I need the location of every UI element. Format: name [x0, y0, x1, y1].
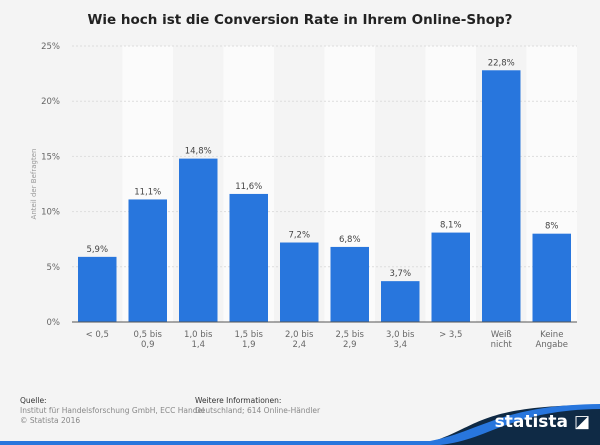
y-tick-label: 0% — [47, 318, 61, 328]
y-tick-label: 10% — [41, 208, 60, 218]
y-axis-label: Anteil der Befragten — [30, 149, 38, 220]
x-tick-label: 0,5 bis — [134, 330, 163, 340]
y-tick-label: 5% — [47, 263, 61, 273]
statista-icon: ◪ — [573, 412, 590, 432]
y-tick-label: 20% — [41, 97, 60, 107]
x-tick-label: 0,9 — [141, 340, 155, 350]
chart-title: Wie hoch ist die Conversion Rate in Ihre… — [87, 12, 513, 28]
info-heading: Weitere Informationen: — [195, 396, 282, 405]
x-tick-label: 2,9 — [343, 340, 357, 350]
data-label: 14,8% — [185, 147, 212, 157]
x-tick-label: 1,9 — [242, 340, 256, 350]
bar — [229, 193, 268, 322]
bar — [128, 199, 167, 322]
source-text: Institut für Handelsforschung GmbH, ECC … — [20, 406, 205, 415]
bar — [381, 281, 420, 322]
bar — [280, 242, 319, 322]
data-label: 8,1% — [440, 221, 462, 231]
x-tick-label: 3,0 bis — [386, 330, 415, 340]
x-tick-label: 1,4 — [191, 340, 205, 350]
x-tick-label: > 3,5 — [439, 330, 462, 340]
y-tick-label: 25% — [41, 42, 60, 52]
data-label: 6,8% — [339, 235, 361, 245]
x-tick-label: nicht — [491, 340, 513, 350]
x-tick-label: < 0,5 — [86, 330, 109, 340]
source-heading: Quelle: — [20, 396, 47, 405]
bar — [482, 70, 521, 323]
x-tick-label: 2,0 bis — [285, 330, 314, 340]
data-label: 11,6% — [235, 182, 262, 192]
bar — [431, 232, 470, 322]
bar — [532, 233, 571, 322]
copyright: © Statista 2016 — [20, 416, 81, 425]
bar — [78, 256, 117, 322]
brand-text: statista — [494, 412, 569, 432]
x-tick-label: Angabe — [536, 340, 568, 350]
bar — [330, 246, 369, 322]
x-tick-label: Weiß — [491, 330, 512, 340]
data-label: 7,2% — [288, 231, 310, 241]
x-tick-label: 2,5 bis — [336, 330, 365, 340]
data-label: 3,7% — [389, 269, 411, 279]
x-tick-label: 2,4 — [292, 340, 306, 350]
info-text: Deutschland; 614 Online-Händler — [195, 406, 321, 415]
info-block: Weitere Informationen: Deutschland; 614 … — [195, 396, 320, 416]
data-label: 5,9% — [86, 245, 108, 255]
y-tick-label: 15% — [41, 152, 60, 162]
x-tick-label: 1,0 bis — [184, 330, 213, 340]
statista-logo[interactable]: statista ◪ — [495, 412, 590, 432]
data-label: 22,8% — [488, 58, 515, 68]
data-label: 11,1% — [134, 187, 161, 197]
x-tick-label: 1,5 bis — [235, 330, 264, 340]
x-tick-label: Keine — [540, 330, 563, 340]
bar — [179, 158, 218, 322]
source-block: Quelle: Institut für Handelsforschung Gm… — [20, 396, 204, 426]
x-tick-label: 3,4 — [393, 340, 407, 350]
data-label: 8% — [545, 222, 559, 232]
